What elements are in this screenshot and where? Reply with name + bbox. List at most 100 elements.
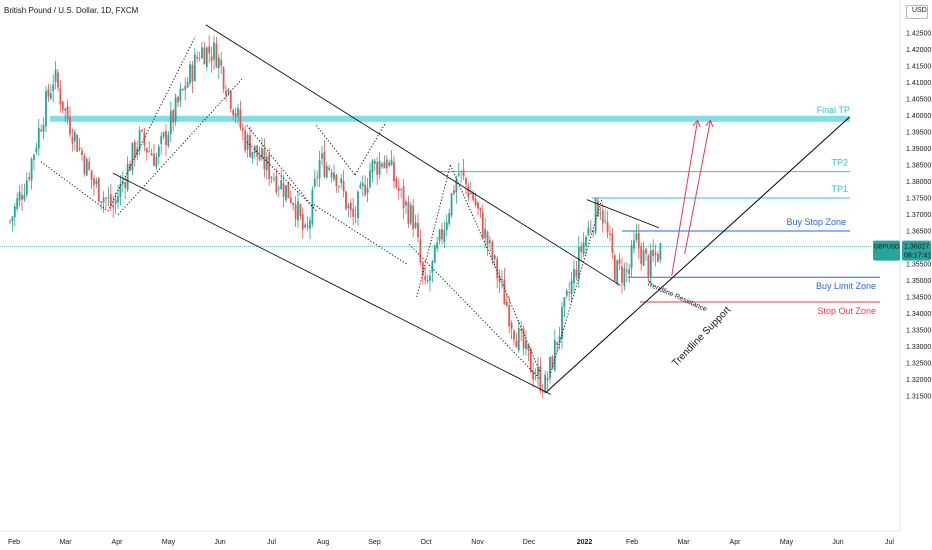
candle-body [431,260,434,273]
trendline-support [545,116,850,394]
candle-body [215,43,218,68]
y-tick-label: 1.32500 [906,361,931,368]
candle-body [66,106,69,120]
candle-body [150,153,153,156]
candle-body [309,220,311,229]
candle-body [76,134,79,152]
candle-body [412,206,415,230]
candle-body [49,93,52,99]
candle-body [124,182,127,188]
y-tick-label: 1.33500 [906,328,931,335]
candle-body [316,177,319,178]
candle-body [630,245,633,269]
candle-body [505,301,508,306]
x-tick-label: Aug [317,539,330,546]
candle-body [604,220,607,222]
candle-body [227,89,230,93]
candle-body [126,164,129,190]
candle-body [441,228,443,240]
x-tick-label: May [162,539,176,546]
candle-body [611,233,614,253]
candle-body [270,176,273,179]
candle-body [388,162,391,166]
last-price-tag: GBPUSD 1.36027 08:17:41 [873,240,931,261]
buy-stop-zone-label: Buy Stop Zone [786,217,846,227]
currency-label: USD [912,7,927,14]
y-tick-label: 1.41000 [906,80,931,87]
candle-body [155,156,158,168]
candle-body [599,213,602,215]
candle-body [628,269,631,275]
candle-body [445,222,448,231]
last-price-tag-box [873,240,900,261]
candle-body [47,88,50,97]
candle-body [133,141,136,159]
candle-body [297,201,299,221]
candle-body [258,155,261,161]
candle-body [393,162,395,182]
candle-body [138,130,141,151]
candle-body [335,174,338,187]
candle-body [400,189,403,190]
projection-arrow-line [671,120,699,276]
candle-body [333,172,335,180]
candle-body [513,330,515,340]
candle-body [496,258,499,279]
candle-body [556,342,559,346]
candle-body [9,220,11,222]
candle-body [73,131,76,142]
candle-body [71,136,74,144]
candle-body [169,110,172,135]
y-tick-label: 1.41500 [906,64,931,71]
last-price-value: 1.36027 [904,244,929,251]
dotted-swing-line [107,36,196,212]
candle-body [405,201,407,206]
candle-body [313,178,316,187]
candle-body [323,151,326,177]
candle-body [229,91,232,109]
candle-body [421,262,424,276]
candle-body [652,249,655,256]
candle-body [268,154,271,179]
candle-body [585,236,587,246]
candle-body [625,270,628,272]
candle-body [453,190,455,194]
final-tp-label: Final TP [817,105,850,115]
y-tick-label: 1.33000 [906,344,931,351]
currency-button[interactable]: USD [906,5,928,19]
candle-body [364,184,367,196]
candle-body [397,187,400,192]
candle-body [165,130,167,146]
time-axis[interactable]: Feb Mar Apr May Jun Jul Aug Sep Oct Nov Dec 2022 Feb… [8,539,894,546]
candle-body [539,366,542,391]
candle-body [100,201,103,203]
candle-body [244,130,247,151]
dotted-swing-line [449,164,495,265]
candle-body [78,147,81,150]
candle-body [249,135,251,157]
candle-body [587,227,590,236]
candle-body [462,169,465,177]
candle-body [186,82,189,88]
candle-body [515,340,518,348]
candle-body [601,210,604,224]
candle-body [321,153,323,159]
candle-body [57,72,59,88]
x-tick-label: May [780,539,794,546]
candle-body [553,340,556,371]
candle-body [419,239,422,263]
candle-body [642,250,645,266]
price-axis[interactable]: 1.42500 1.42000 1.41500 1.41000 1.40500 1.400… [906,31,931,401]
candle-body [148,151,151,153]
candle-body [369,170,371,188]
candle-body [541,390,544,393]
candle-body [479,207,482,211]
candle-body [285,185,287,201]
dotted-swing-line [313,204,407,265]
candle-body [481,212,484,238]
candle-body [527,344,530,351]
candle-body [621,266,623,283]
candle-body [102,197,105,203]
candle-body [198,58,201,60]
